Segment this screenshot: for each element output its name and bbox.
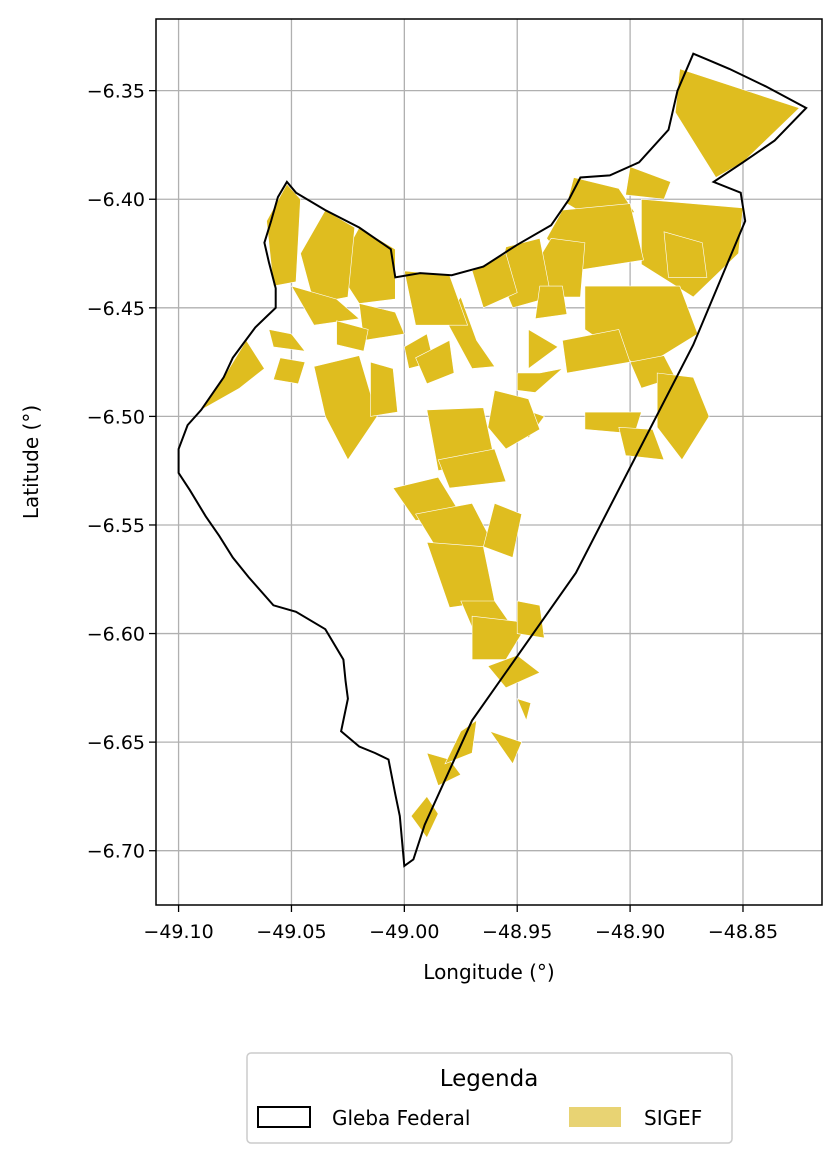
y-tick-label: −6.35	[87, 81, 145, 103]
y-tick-label: −6.45	[87, 298, 145, 320]
legend-label-gleba-federal: Gleba Federal	[332, 1106, 470, 1130]
y-tick-label: −6.65	[87, 732, 145, 754]
legend-swatch-gleba-federal	[257, 1106, 311, 1128]
y-tick-label: −6.60	[87, 624, 145, 646]
sigef-parcel	[336, 320, 369, 352]
sigef-parcel	[410, 795, 439, 839]
sigef-parcel	[528, 328, 559, 370]
y-axis-label: Latitude (°)	[19, 405, 43, 519]
sigef-parcel	[516, 698, 532, 722]
sigef-parcel	[489, 730, 523, 765]
legend-swatch-sigef	[569, 1107, 621, 1127]
sigef-parcel	[273, 357, 306, 385]
sigef-parcel	[516, 368, 564, 393]
x-axis-label: Longitude (°)	[423, 960, 554, 984]
sigef-parcel	[516, 600, 545, 639]
sigef-parcel	[487, 389, 541, 450]
sigef-parcel	[483, 502, 523, 558]
sigef-parcel	[426, 752, 462, 787]
legend-label-sigef: SIGEF	[644, 1106, 702, 1130]
sigef-parcel	[663, 231, 708, 278]
sigef-parcel	[268, 329, 306, 352]
x-tick-label: −49.10	[143, 921, 213, 943]
sigef-parcel	[444, 719, 477, 765]
sigef-parcel	[437, 448, 507, 489]
y-tick-label: −6.50	[87, 406, 145, 428]
sigef-parcel	[656, 372, 710, 461]
x-tick-label: −49.05	[256, 921, 326, 943]
sigef-parcel	[534, 285, 568, 320]
legend: Legenda Gleba Federal SIGEF	[246, 1052, 733, 1144]
gleba-federal-boundary	[177, 52, 808, 868]
sigef-parcel	[625, 166, 672, 200]
sigef-parcel	[313, 355, 378, 461]
x-tick-label: −48.95	[482, 921, 552, 943]
legend-title: Legenda	[440, 1066, 539, 1092]
sigef-parcel	[674, 68, 800, 178]
axis-ticks: −49.10 −49.05 −49.00 −48.95 −48.90 −48.85 −6.3…	[87, 81, 778, 943]
x-tick-label: −48.85	[708, 921, 778, 943]
y-tick-label: −6.70	[87, 841, 145, 863]
x-tick-label: −48.90	[595, 921, 665, 943]
y-tick-label: −6.55	[87, 515, 145, 537]
sigef-parcel	[290, 285, 360, 326]
sigef-parcel	[415, 339, 455, 385]
x-tick-label: −49.00	[369, 921, 439, 943]
y-tick-label: −6.40	[87, 189, 145, 211]
plot-frame	[155, 18, 823, 906]
sigef-parcel	[370, 361, 398, 417]
